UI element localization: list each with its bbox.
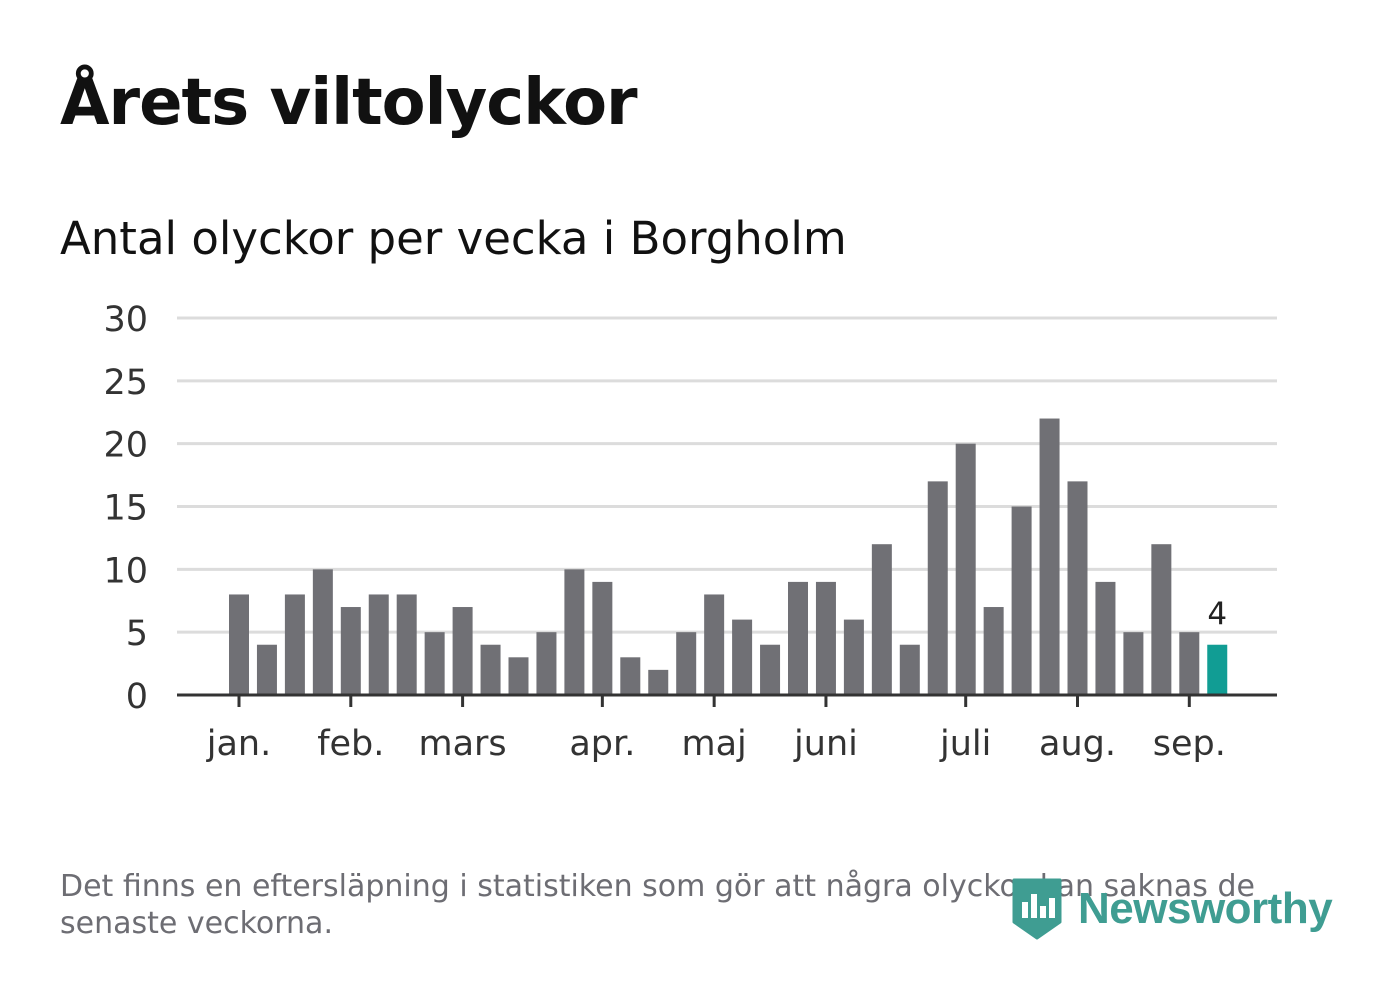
bar-chart: 0 5 10 15 20 25 30 jan. feb. mars apr. maj juni juli…	[103, 300, 1277, 764]
bar	[229, 594, 249, 695]
bar	[368, 594, 389, 695]
bar	[815, 581, 836, 695]
y-tick-label: 0	[126, 677, 148, 717]
x-tick-label: sep.	[1153, 724, 1226, 764]
x-tick-label: juli	[939, 724, 991, 764]
bar	[284, 594, 305, 695]
y-axis-tick-labels: 0 5 10 15 20 25 30	[103, 300, 148, 717]
chart-title: Årets viltolyckor	[60, 66, 638, 140]
bar	[760, 644, 781, 695]
x-axis	[177, 693, 1277, 707]
bar	[312, 569, 333, 695]
x-tick-label: juni	[793, 724, 858, 764]
bar	[396, 594, 417, 695]
bar	[927, 481, 948, 695]
y-tick-label: 5	[126, 614, 148, 654]
bar	[1179, 632, 1200, 695]
x-tick-label: maj	[682, 724, 747, 764]
bar	[620, 657, 641, 695]
y-tick-label: 30	[103, 300, 148, 340]
bar	[1123, 632, 1144, 695]
bar	[592, 581, 613, 695]
bar	[424, 632, 445, 695]
brand-logo: Newsworthy	[1010, 878, 1333, 940]
bar	[788, 581, 808, 695]
y-tick-label: 15	[103, 489, 148, 529]
data-labels: 4	[1207, 597, 1227, 633]
bars	[229, 418, 1228, 695]
x-axis-tick-labels: jan. feb. mars apr. maj juni juli aug. sep.	[206, 724, 1226, 764]
bar	[452, 607, 473, 695]
bar	[480, 644, 501, 695]
bar-highlighted	[1207, 644, 1228, 695]
y-tick-label: 25	[103, 363, 148, 403]
y-tick-label: 10	[103, 551, 148, 591]
bar	[564, 569, 585, 695]
x-tick-label: apr.	[569, 724, 635, 764]
bar	[1095, 581, 1116, 695]
brand-name: Newsworthy	[1078, 884, 1333, 933]
x-tick-label: feb.	[317, 724, 384, 764]
x-tick-label: aug.	[1039, 724, 1116, 764]
bar	[871, 544, 892, 695]
x-tick-label: jan.	[206, 724, 271, 764]
bar	[955, 443, 976, 695]
chart-subtitle: Antal olyckor per vecka i Borgholm	[60, 212, 847, 265]
bar	[676, 632, 697, 695]
bar	[843, 619, 864, 695]
bar	[536, 632, 557, 695]
bar	[340, 607, 361, 695]
bar	[1039, 418, 1060, 695]
y-tick-label: 20	[103, 426, 148, 466]
bar	[899, 644, 920, 695]
bar	[648, 669, 669, 695]
bar	[704, 594, 725, 695]
bar	[983, 607, 1004, 695]
bar	[256, 644, 277, 695]
bar	[1011, 506, 1032, 695]
newsworthy-bar-chart-logo-icon	[1012, 878, 1062, 940]
bar	[732, 619, 753, 695]
gridlines	[177, 316, 1277, 634]
bar	[1067, 481, 1088, 695]
x-tick-label: mars	[419, 724, 507, 764]
bar	[508, 657, 529, 695]
bar	[1151, 544, 1172, 695]
data-label: 4	[1207, 597, 1227, 633]
